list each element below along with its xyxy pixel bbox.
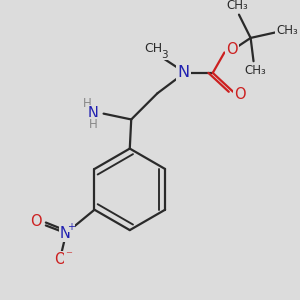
Text: O: O — [30, 214, 42, 230]
Text: 3: 3 — [161, 50, 168, 59]
Text: CH₃: CH₃ — [226, 0, 248, 12]
Text: N: N — [178, 65, 190, 80]
Text: H: H — [89, 118, 98, 131]
Text: N: N — [88, 106, 99, 121]
Text: CH₃: CH₃ — [276, 24, 298, 37]
Text: CH: CH — [144, 42, 162, 55]
Text: +: + — [67, 222, 75, 232]
Text: H: H — [83, 97, 92, 110]
Text: O: O — [235, 87, 246, 102]
Text: CH₃: CH₃ — [244, 64, 266, 77]
Text: O: O — [226, 42, 238, 57]
Text: N: N — [60, 226, 71, 241]
Text: O: O — [54, 252, 65, 267]
Text: ⁻: ⁻ — [65, 250, 72, 262]
